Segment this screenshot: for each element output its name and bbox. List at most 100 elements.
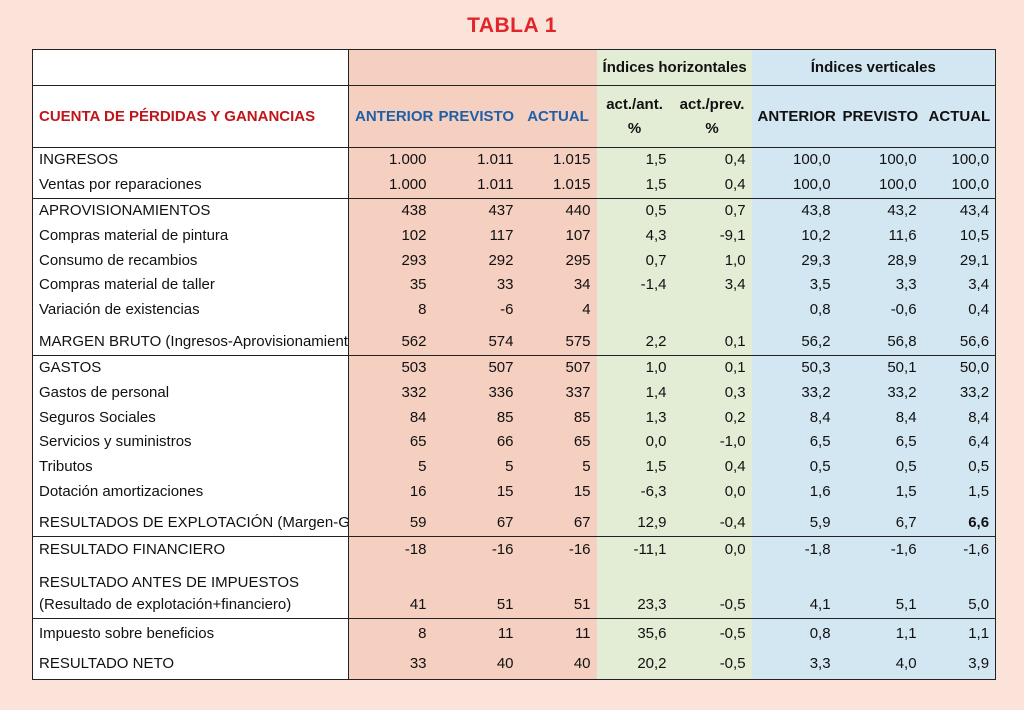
index-v-actual: 3,9 [922,648,996,680]
index-v-anterior: 8,4 [751,405,837,430]
row-label: Gastos de personal [32,380,349,406]
index-v-previsto: 43,2 [836,197,923,224]
index-act-ant: 4,3 [596,223,673,249]
value-actual: 507 [519,354,597,381]
header-group-vertical: Índices verticales [751,49,996,87]
index-act-ant: 0,5 [596,197,673,224]
index-act-ant: 35,6 [596,617,673,649]
index-v-previsto: 4,0 [836,648,923,680]
index-v-previsto: 1,5 [836,479,923,505]
index-act-prev: 0,4 [672,454,752,480]
row-label: Seguros Sociales [32,405,349,430]
row-label: Ventas por reparaciones [32,172,349,199]
table-row: Compras material de taller 35 33 34 -1,4 3,4 3… [32,273,996,298]
value-previsto: 1.011 [432,172,520,199]
index-act-ant: 1,5 [596,172,673,199]
value-anterior: 293 [348,248,433,274]
index-v-actual: 0,5 [922,454,996,480]
index-v-anterior: 3,3 [751,648,837,680]
index-act-prev: -9,1 [672,223,752,249]
index-v-anterior: 50,3 [751,354,837,381]
index-v-anterior: 1,6 [751,479,837,505]
index-v-anterior: 5,9 [751,504,837,537]
index-v-actual: 5,0 [922,562,996,619]
header-group-row: Índices horizontales Índices verticales [32,49,996,87]
table-row: Gastos de personal 332 336 337 1,4 0,3 33,2 33,… [32,380,996,406]
index-v-anterior: 3,5 [751,273,837,298]
value-actual: 40 [519,648,597,680]
index-act-ant: 0,0 [596,430,673,455]
header-col-act-prev: act./prev.% [672,85,752,149]
index-v-anterior: 10,2 [751,223,837,249]
index-act-ant: 1,5 [596,147,673,173]
value-anterior: 84 [348,405,433,430]
index-v-anterior: 33,2 [751,380,837,406]
value-anterior: 59 [348,504,433,537]
row-label: RESULTADOS DE EXPLOTACIÓN (Margen-Gastos… [32,504,349,537]
index-v-previsto: -0,6 [836,297,923,323]
value-previsto: 51 [432,562,520,619]
index-v-previsto: 0,5 [836,454,923,480]
index-v-anterior: 6,5 [751,430,837,455]
index-v-actual: 6,4 [922,430,996,455]
value-previsto: 40 [432,648,520,680]
index-v-anterior: 4,1 [751,562,837,619]
index-act-ant: 12,9 [596,504,673,537]
index-act-ant: 1,0 [596,354,673,381]
index-v-actual: 1,5 [922,479,996,505]
value-anterior: 332 [348,380,433,406]
value-previsto: -6 [432,297,520,323]
header-blank-cell [32,49,349,87]
value-anterior: 35 [348,273,433,298]
value-anterior: 1.000 [348,172,433,199]
value-anterior: 102 [348,223,433,249]
index-v-actual: 1,1 [922,617,996,649]
index-act-prev: 0,0 [672,479,752,505]
header-col-act-ant-line2: % [627,119,642,137]
index-act-ant: 1,4 [596,380,673,406]
header-col-previsto: PREVISTO [432,85,520,149]
index-v-actual: 8,4 [922,405,996,430]
table-row: Variación de existencias 8 -6 4 0,8 -0,6 0,4 [32,297,996,323]
index-v-anterior: 0,8 [751,297,837,323]
header-col-v-previsto: PREVISTO [836,85,923,149]
table-row: Dotación amortizaciones 16 15 15 -6,3 0,0 1,6 1… [32,479,996,505]
index-v-previsto: 1,1 [836,617,923,649]
index-v-actual: 33,2 [922,380,996,406]
table-row: INGRESOS 1.000 1.011 1.015 1,5 0,4 100,0 100,0 1… [32,147,996,173]
index-v-actual: 56,6 [922,322,996,356]
header-section-label: CUENTA DE PÉRDIDAS Y GANANCIAS [32,85,349,149]
index-act-prev: 0,4 [672,147,752,173]
value-actual: 65 [519,430,597,455]
value-anterior: 33 [348,648,433,680]
table-title: TABLA 1 [467,14,557,37]
value-actual: 575 [519,322,597,356]
row-label: Servicios y suministros [32,430,349,455]
value-actual: 5 [519,454,597,480]
row-label: Impuesto sobre beneficios [32,617,349,649]
index-act-ant: 1,5 [596,454,673,480]
table-row: MARGEN BRUTO (Ingresos-Aprovisionamiento… [32,322,996,356]
header-col-v-actual: ACTUAL [922,85,996,149]
value-actual: 295 [519,248,597,274]
row-label: RESULTADO FINANCIERO [32,536,349,563]
value-actual: 15 [519,479,597,505]
index-v-actual: 6,6 [922,504,996,537]
index-v-anterior: 0,5 [751,454,837,480]
value-previsto: 117 [432,223,520,249]
index-v-previsto: 50,1 [836,354,923,381]
value-actual: 85 [519,405,597,430]
table-row: RESULTADOS DE EXPLOTACIÓN (Margen-Gastos… [32,504,996,537]
row-label: APROVISIONAMIENTOS [32,197,349,224]
index-act-prev [672,297,752,323]
table-row: APROVISIONAMIENTOS 438 437 440 0,5 0,7 43,8 43,… [32,197,996,224]
value-actual: 34 [519,273,597,298]
value-anterior: 41 [348,562,433,619]
value-previsto: 85 [432,405,520,430]
value-previsto: 1.011 [432,147,520,173]
index-act-prev: -0,5 [672,562,752,619]
index-act-prev: 0,1 [672,322,752,356]
value-anterior: 1.000 [348,147,433,173]
value-previsto: 11 [432,617,520,649]
index-act-ant [596,297,673,323]
